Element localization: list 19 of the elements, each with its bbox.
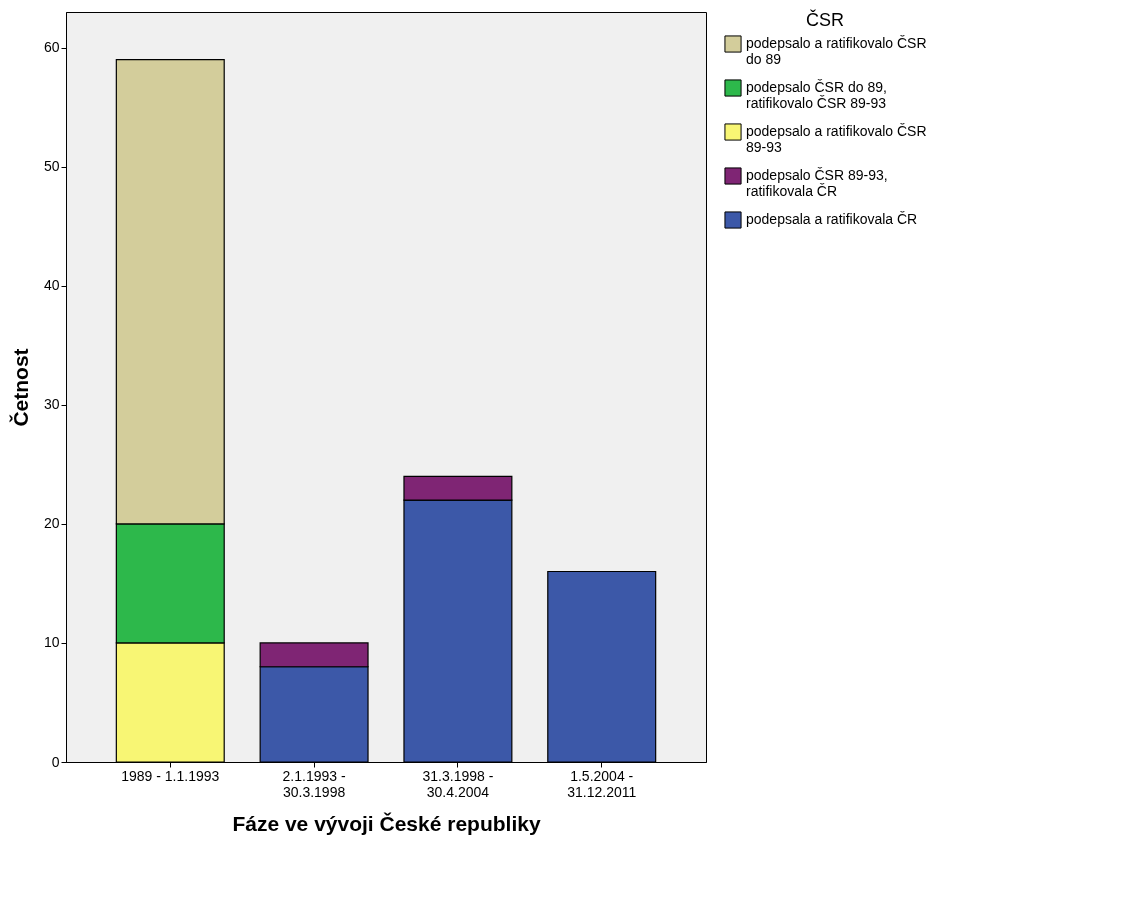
x-tick-label: 31.3.1998 - 30.4.2004 <box>422 767 494 800</box>
y-tick-label: 0 <box>51 753 60 770</box>
x-tick-label: 2.1.1993 - 30.3.1998 <box>282 767 346 800</box>
legend-label: podepsala a ratifikovala ČR <box>746 211 918 227</box>
legend-label: podepsalo ČSR 89-93, ratifikovala ČR <box>746 167 888 199</box>
legend-label: podepsalo ČSR do 89, ratifikovalo ČSR 89-93 <box>746 79 887 111</box>
y-axis-title: Četnost <box>8 348 32 427</box>
legend-label: podepsalo a ratifikovalo ČSR do 89 <box>746 35 927 67</box>
x-tick-label: 1989 - 1.1.1993 <box>121 767 220 784</box>
y-tick-label: 50 <box>43 158 60 175</box>
legend-title: ČSR <box>805 9 845 30</box>
y-tick-label: 30 <box>43 396 60 413</box>
x-tick-label: 1.5.2004 - 31.12.2011 <box>567 767 637 800</box>
y-tick-label: 20 <box>43 515 60 532</box>
y-tick-label: 10 <box>43 634 60 651</box>
x-axis-title: Fáze ve vývoji České republiky <box>232 811 541 835</box>
y-tick-label: 60 <box>43 39 60 56</box>
legend-label: podepsalo a ratifikovalo ČSR 89-93 <box>746 123 927 155</box>
y-tick-label: 40 <box>43 277 60 294</box>
